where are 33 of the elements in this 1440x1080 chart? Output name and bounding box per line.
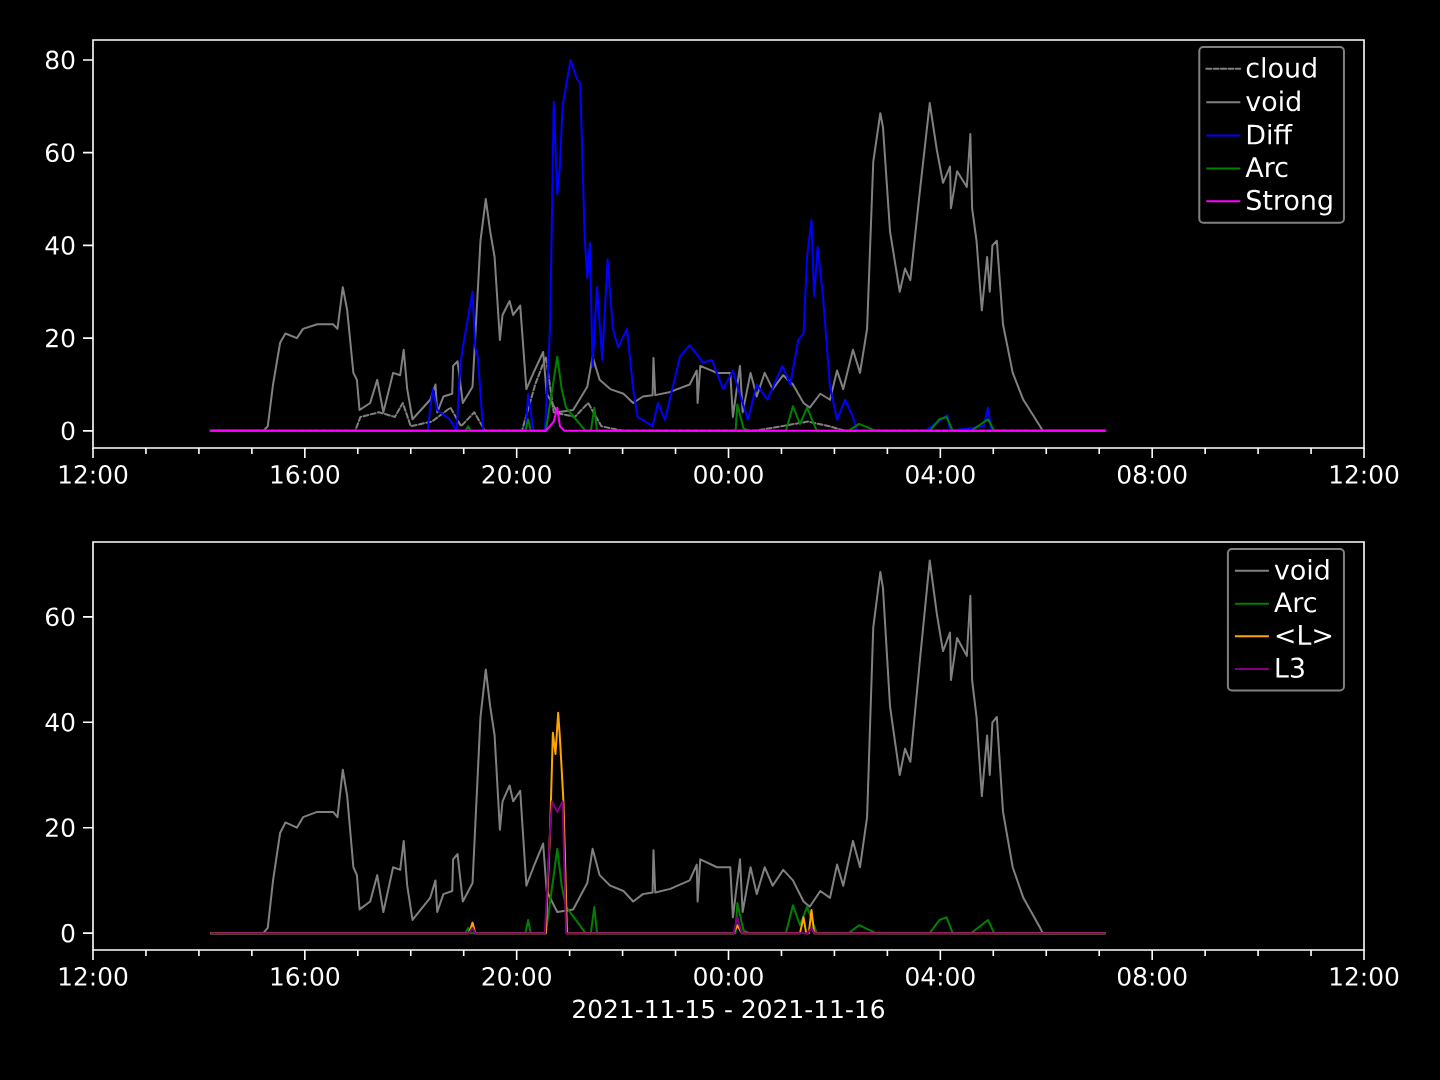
x-tick-label: 04:00	[906, 967, 975, 986]
y-tick-label: 80	[45, 50, 75, 70]
x-tick-label: 04:00	[906, 465, 975, 484]
legend-label: void	[1246, 90, 1300, 112]
x-tick-label: 00:00	[694, 967, 763, 986]
x-tick-label: 08:00	[1117, 967, 1187, 986]
x-tick-label: 12:00	[59, 967, 128, 986]
x-tick-label: 08:00	[1117, 465, 1187, 484]
x-tick-label: 12:00	[59, 465, 128, 484]
x-tick-label: 20:00	[482, 967, 551, 986]
x-tick-label: 00:00	[694, 465, 763, 484]
x-tick-label: 16:00	[271, 967, 340, 986]
y-tick-label: 60	[46, 143, 75, 163]
legend-label: L3	[1276, 657, 1304, 678]
y-tick-label: 0	[61, 923, 75, 943]
legend-label: cloud	[1246, 57, 1316, 78]
legend-label: void	[1274, 559, 1329, 580]
x-axis-title: 2021-11-15 - 2021-11-16	[573, 999, 885, 1019]
y-tick-label: 0	[61, 421, 75, 441]
x-tick-label: 20:00	[482, 465, 551, 484]
x-tick-label: 12:00	[1330, 967, 1399, 986]
legend-label: <L>	[1276, 625, 1332, 645]
legend-label: Strong	[1247, 189, 1332, 216]
legend-label: Arc	[1245, 157, 1288, 178]
y-tick-label: 60	[46, 607, 75, 627]
y-tick-label: 20	[46, 818, 75, 838]
y-tick-label: 20	[46, 328, 75, 348]
legend-label: Arc	[1274, 592, 1316, 613]
x-tick-label: 12:00	[1330, 465, 1399, 484]
y-tick-label: 40	[45, 235, 75, 255]
x-tick-label: 16:00	[271, 465, 340, 484]
legend-label: Diff	[1247, 123, 1293, 145]
y-tick-label: 40	[45, 712, 75, 732]
